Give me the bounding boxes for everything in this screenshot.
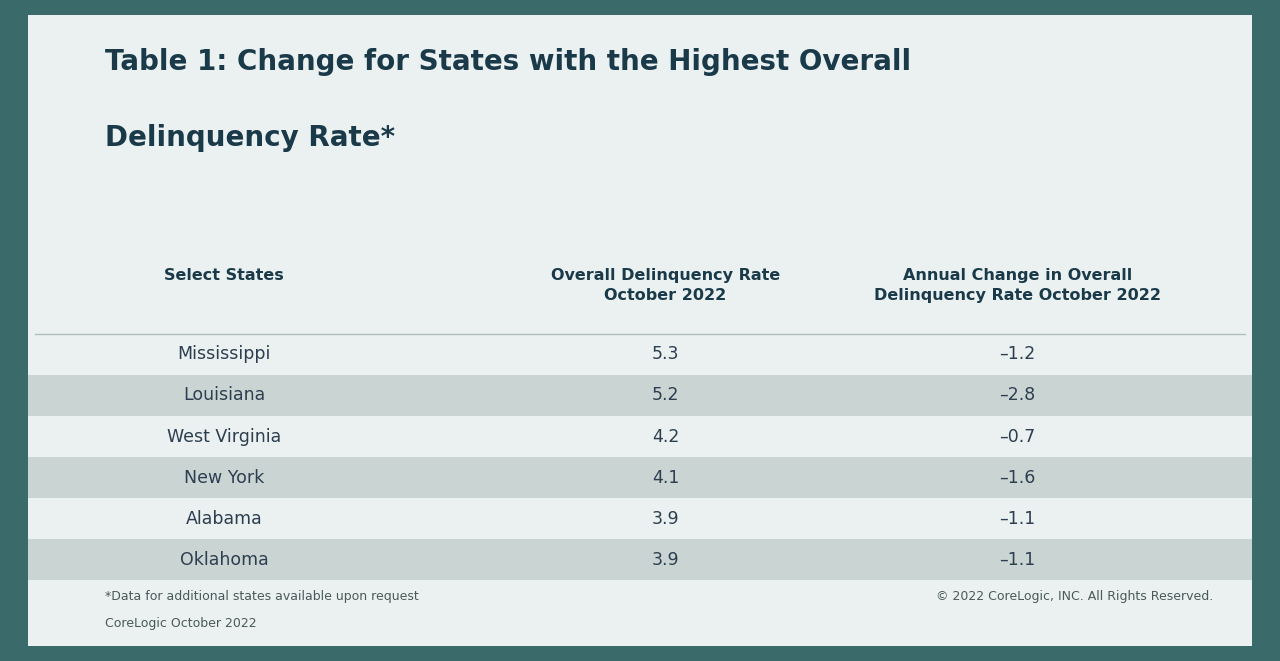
Text: 4.2: 4.2 (652, 428, 680, 446)
Bar (28, 457, 1252, 498)
Text: –1.1: –1.1 (1000, 551, 1036, 569)
Text: Louisiana: Louisiana (183, 387, 265, 405)
Text: –1.1: –1.1 (1000, 510, 1036, 527)
Text: –1.6: –1.6 (1000, 469, 1036, 486)
Bar (28, 416, 1252, 457)
Text: –2.8: –2.8 (1000, 387, 1036, 405)
Text: –1.2: –1.2 (1000, 345, 1036, 364)
Text: Oklahoma: Oklahoma (179, 551, 269, 569)
Bar (28, 375, 1252, 416)
Text: Delinquency Rate*: Delinquency Rate* (105, 124, 396, 151)
Text: Select States: Select States (164, 268, 284, 283)
Text: Annual Change in Overall
Delinquency Rate October 2022: Annual Change in Overall Delinquency Rat… (874, 268, 1161, 303)
Bar (28, 334, 1252, 375)
Text: Overall Delinquency Rate
October 2022: Overall Delinquency Rate October 2022 (550, 268, 781, 303)
Bar (28, 539, 1252, 580)
Text: CoreLogic October 2022: CoreLogic October 2022 (105, 617, 256, 630)
Text: 5.3: 5.3 (652, 345, 680, 364)
Text: Alabama: Alabama (186, 510, 262, 527)
Bar (28, 498, 1252, 539)
Text: 3.9: 3.9 (652, 551, 680, 569)
Text: *Data for additional states available upon request: *Data for additional states available up… (105, 590, 419, 603)
Text: –0.7: –0.7 (1000, 428, 1036, 446)
Text: © 2022 CoreLogic, INC. All Rights Reserved.: © 2022 CoreLogic, INC. All Rights Reserv… (936, 590, 1213, 603)
Text: 3.9: 3.9 (652, 510, 680, 527)
Text: West Virginia: West Virginia (166, 428, 282, 446)
Text: 5.2: 5.2 (652, 387, 680, 405)
Text: 4.1: 4.1 (652, 469, 680, 486)
Text: Table 1: Change for States with the Highest Overall: Table 1: Change for States with the High… (105, 48, 911, 75)
Text: Mississippi: Mississippi (178, 345, 270, 364)
Text: New York: New York (184, 469, 264, 486)
